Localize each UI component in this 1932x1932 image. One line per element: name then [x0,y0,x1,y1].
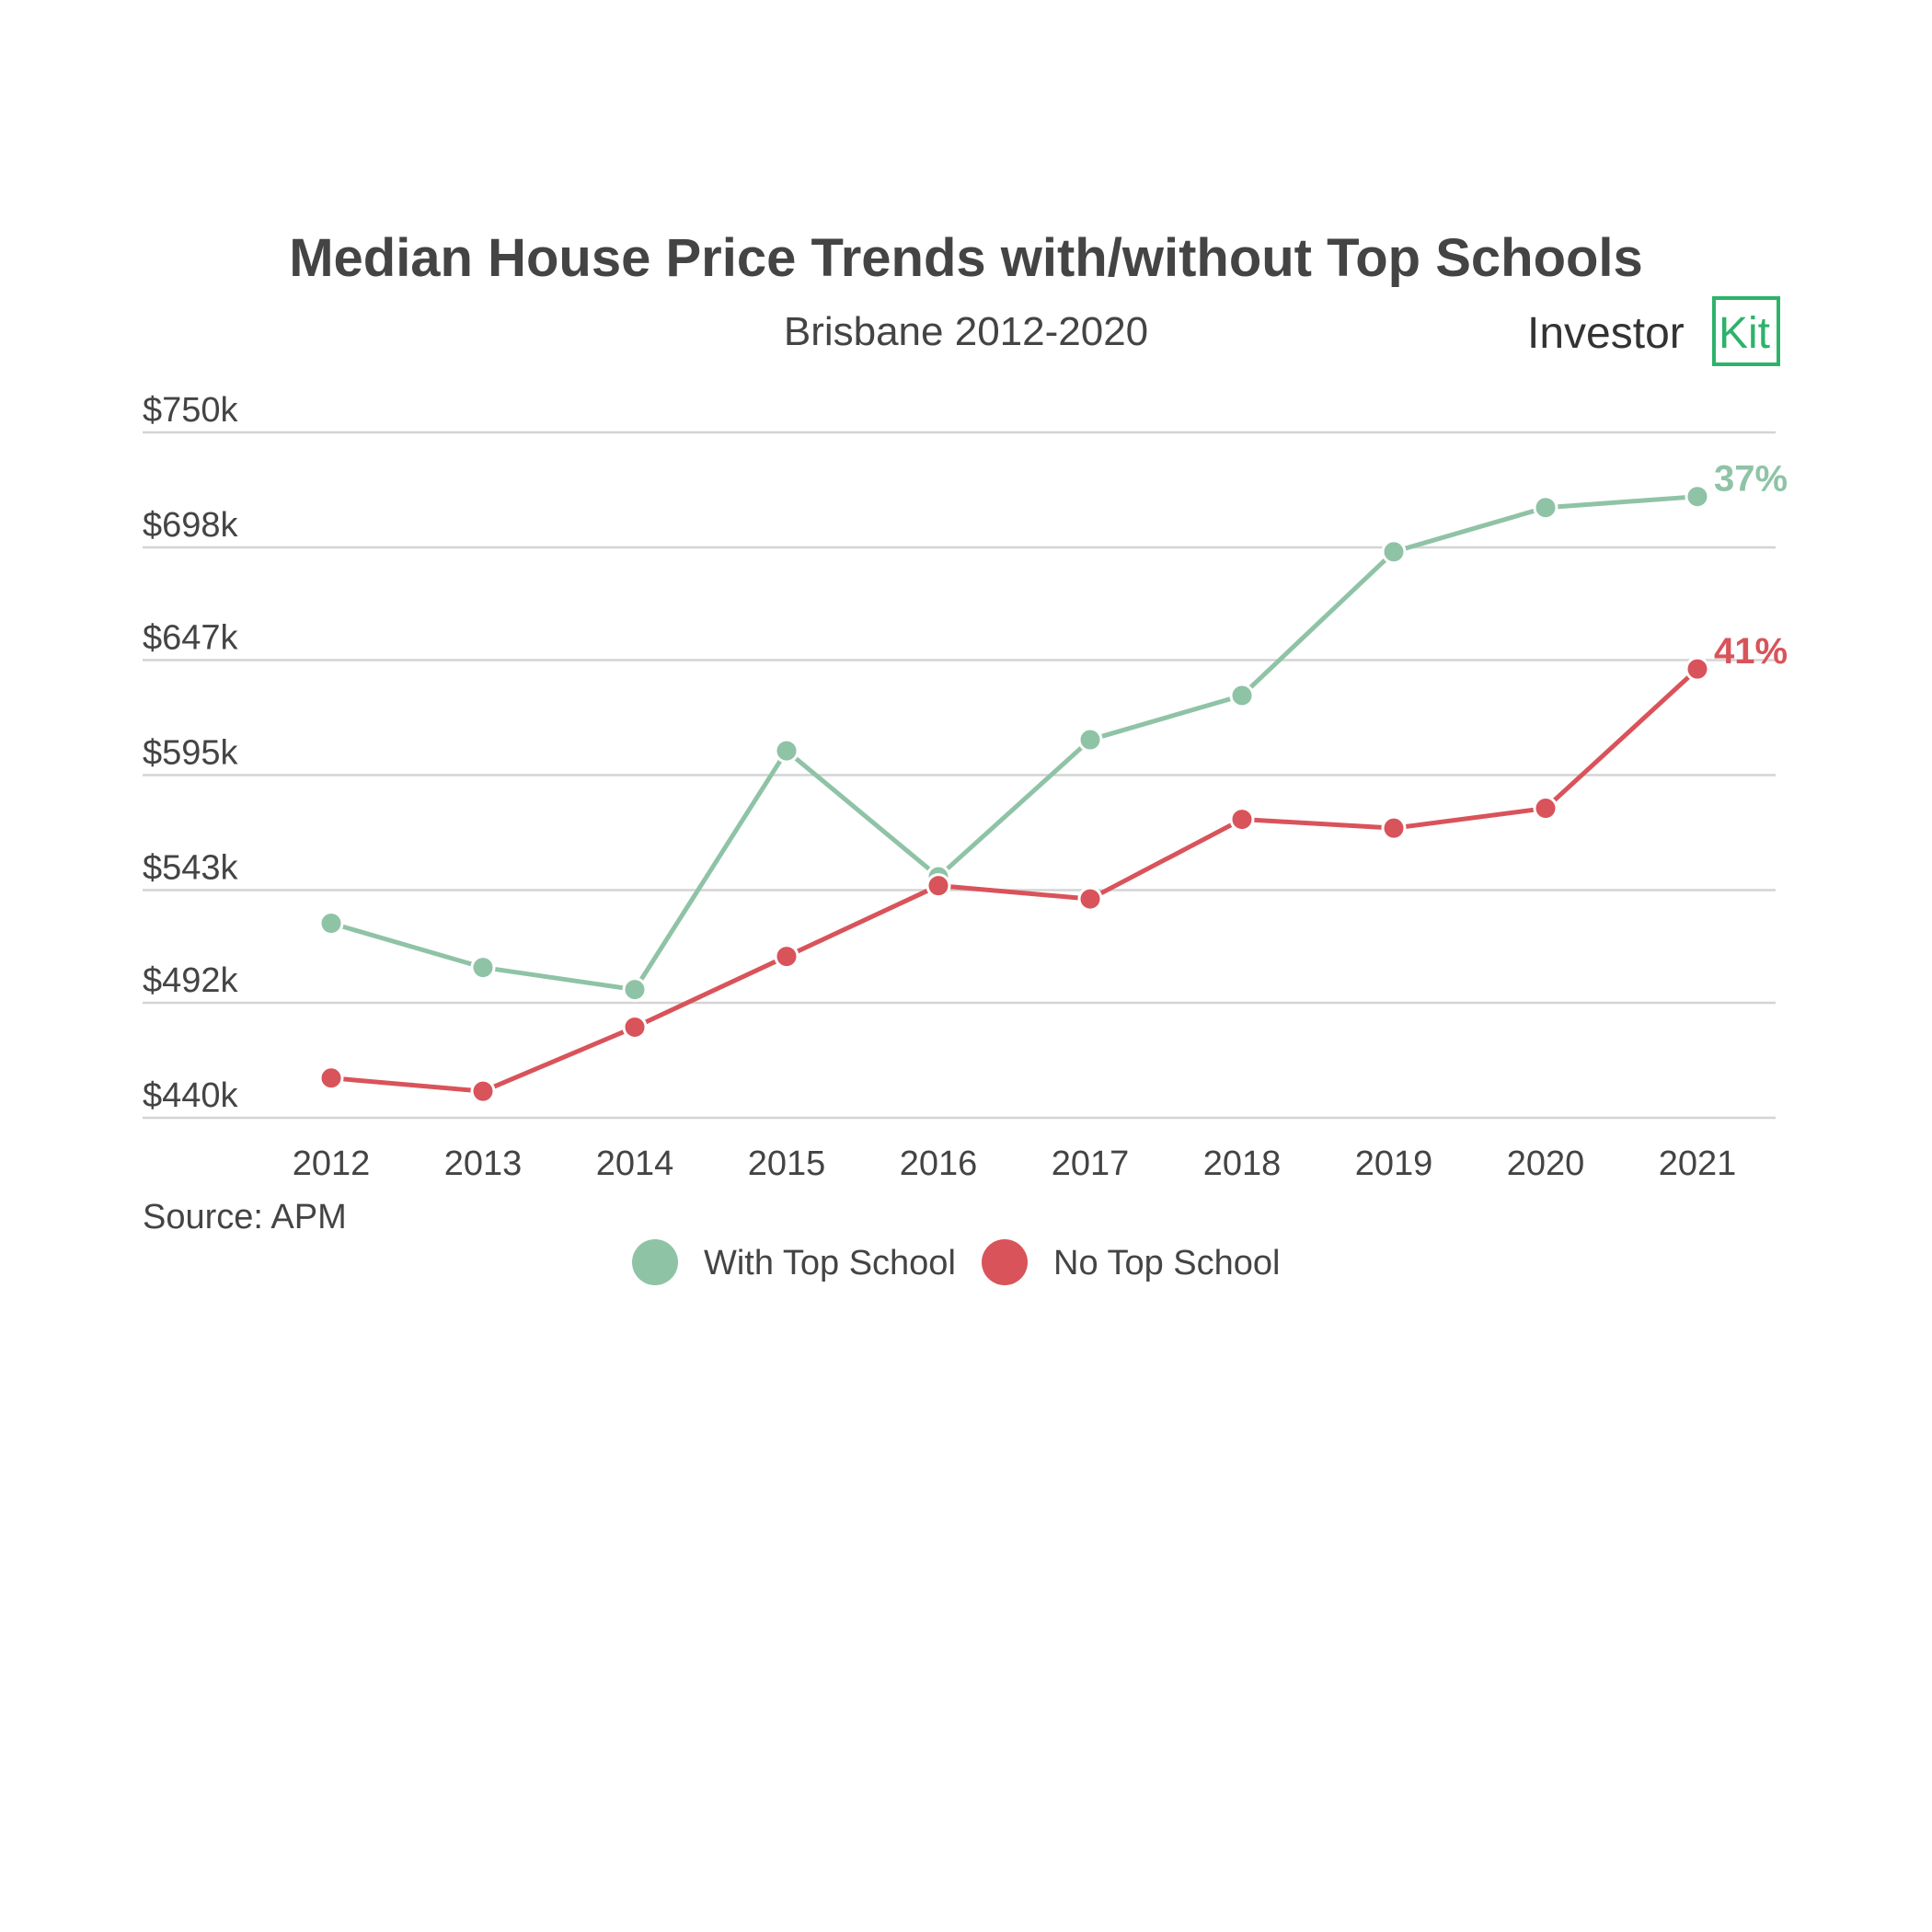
end-label-0: 37% [1714,459,1788,500]
data-point-1-0 [318,1065,344,1091]
data-point-1-3 [774,944,799,970]
data-point-0-6 [1229,683,1255,708]
series-line-1 [328,666,1700,1094]
legend-label-1: No Top School [1053,1244,1280,1282]
series-line-0 [328,494,1700,993]
end-label-1: 41% [1714,631,1788,672]
data-point-1-7 [1381,815,1407,841]
legend-marker-1 [982,1239,1028,1285]
legend-label-0: With Top School [704,1244,956,1282]
x-tick-label-8: 2020 [1507,1144,1585,1183]
x-tick-label-1: 2013 [444,1144,523,1183]
x-tick-label-9: 2021 [1659,1144,1737,1183]
data-point-1-9 [1685,656,1710,682]
data-point-0-1 [470,955,496,981]
brand-logo-box [1712,296,1780,366]
brand-logo: Investor Kit [1527,296,1780,366]
x-tick-label-5: 2017 [1052,1144,1130,1183]
x-tick-label-3: 2015 [748,1144,826,1183]
legend-item-1: No Top School [982,1239,1280,1285]
x-tick-label-4: 2016 [900,1144,978,1183]
y-axis-tick-labels: $440k $492k $543k $595k $647k $698k $750k [143,391,239,1115]
data-point-0-5 [1077,727,1103,753]
y-tick-label-0: $440k [143,1076,239,1115]
legend-marker-0 [632,1239,678,1285]
series-1: 41% [318,631,1788,1104]
x-tick-label-6: 2018 [1203,1144,1282,1183]
y-tick-label-5: $698k [143,506,239,545]
series-layer: 37% 41% [318,459,1788,1104]
data-point-0-9 [1685,484,1710,510]
legend-item-0: With Top School [632,1239,956,1285]
data-point-1-5 [1077,886,1103,912]
legend: With Top School No Top School [632,1239,1280,1285]
brand-logo-kit: Kit [1719,309,1770,358]
y-tick-label-2: $543k [143,848,239,887]
data-point-1-1 [470,1078,496,1104]
data-point-0-3 [774,738,799,764]
y-tick-label-4: $647k [143,619,239,658]
data-point-1-8 [1533,796,1558,822]
x-axis-tick-labels: 2012 2013 2014 2015 2016 2017 2018 2019 2020 2021 [293,1144,1737,1183]
data-point-1-6 [1229,807,1255,833]
gridlines [143,431,1776,1120]
data-point-0-0 [318,911,344,937]
x-tick-label-7: 2019 [1355,1144,1433,1183]
brand-logo-text: Investor [1527,309,1685,358]
data-point-0-7 [1381,539,1407,565]
data-point-0-8 [1533,495,1558,521]
data-point-1-2 [622,1014,648,1040]
y-tick-label-1: $492k [143,961,239,1000]
x-tick-label-0: 2012 [293,1144,371,1183]
data-point-0-2 [622,977,648,1003]
chart-title: Median House Price Trends with/without T… [289,228,1643,288]
x-tick-label-2: 2014 [596,1144,674,1183]
y-tick-label-6: $750k [143,391,239,430]
y-tick-label-3: $595k [143,734,239,773]
series-0: 37% [318,459,1788,1003]
data-point-1-4 [926,873,951,899]
chart-subtitle: Brisbane 2012-2020 [784,309,1148,354]
source-note: Source: APM [143,1198,347,1236]
